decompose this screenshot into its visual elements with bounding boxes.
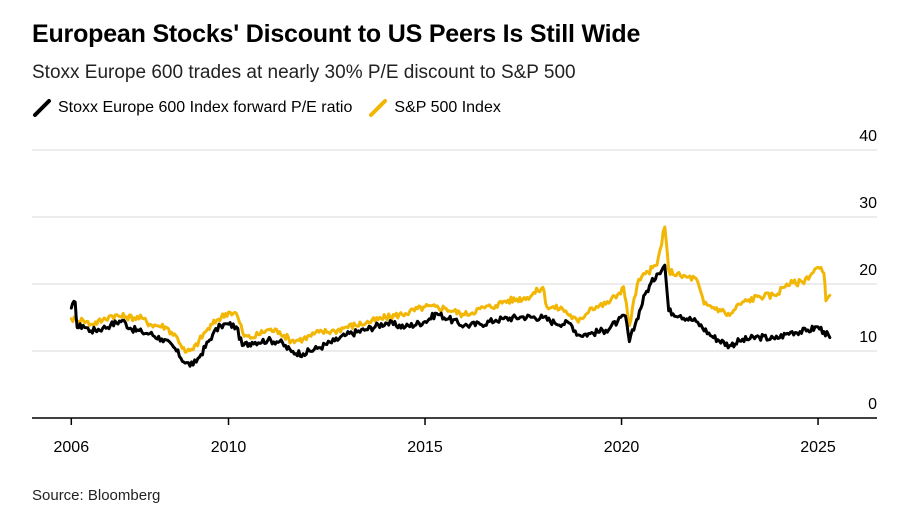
legend-item-europe: Stoxx Europe 600 Index forward P/E ratio [32, 98, 352, 118]
x-tick-label: 2020 [604, 439, 640, 456]
y-tick-label: 0 [868, 396, 877, 413]
axes: 0 10 20 30 40 2006 2010 2015 2020 2025 [32, 128, 877, 456]
legend-label-sp500: S&P 500 Index [394, 99, 501, 116]
x-tick-label: 2015 [407, 439, 443, 456]
gridlines [32, 149, 877, 352]
x-tick-label: 2025 [800, 439, 836, 456]
series-line-sp500 [69, 225, 832, 354]
legend: Stoxx Europe 600 Index forward P/E ratio… [32, 96, 517, 120]
x-tick-label: 2010 [211, 439, 247, 456]
x-tick-label: 2006 [54, 439, 90, 456]
y-tick-label: 10 [859, 329, 877, 346]
y-tick-label: 40 [859, 128, 877, 145]
legend-item-sp500: S&P 500 Index [368, 98, 501, 118]
y-tick-label: 30 [859, 195, 877, 212]
series-line-europe [69, 263, 832, 368]
y-tick-label: 20 [859, 262, 877, 279]
chart-subtitle: Stoxx Europe 600 trades at nearly 30% P/… [32, 62, 576, 83]
legend-label-europe: Stoxx Europe 600 Index forward P/E ratio [58, 99, 353, 116]
legend-swatch-sp500-icon [369, 99, 388, 117]
series-lines [69, 225, 832, 368]
chart-title: European Stocks' Discount to US Peers Is… [32, 20, 641, 48]
source-note: Source: Bloomberg [32, 487, 161, 504]
legend-swatch-europe-icon [33, 99, 51, 117]
